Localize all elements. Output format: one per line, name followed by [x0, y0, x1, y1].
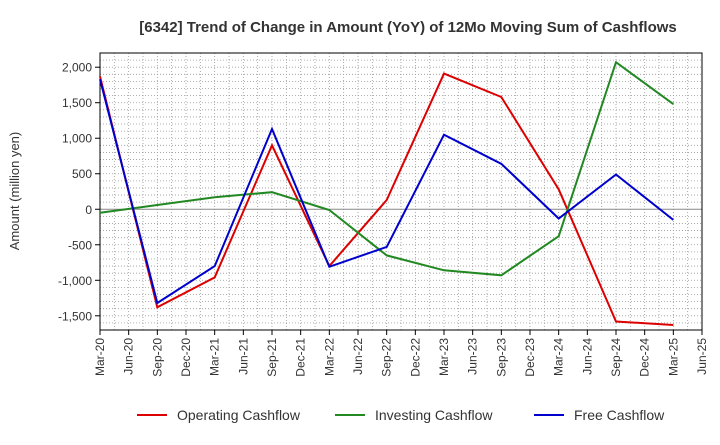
- x-tick-label: Mar-24: [552, 338, 566, 376]
- x-tick-label: Sep-20: [150, 338, 164, 377]
- x-tick-label: Sep-24: [609, 338, 623, 377]
- series-line-investing-cashflow: [99, 60, 674, 277]
- x-tick-label: Jun-23: [466, 338, 480, 375]
- series-line-operating-cashflow: [99, 72, 674, 326]
- chart-title: [6342] Trend of Change in Amount (YoY) o…: [139, 19, 677, 36]
- y-tick-label: 1,000: [62, 132, 92, 146]
- y-tick-label: 1,500: [62, 96, 92, 110]
- x-tick-label: Sep-21: [265, 338, 279, 377]
- x-tick-label: Mar-21: [208, 338, 222, 376]
- legend-label-operating-cashflow: Operating Cashflow: [177, 407, 301, 423]
- axes: -1,500 -1,000 -500 0 500 1,000 1,500 2,000 Mar-2…: [58, 52, 709, 377]
- x-tick-label: Mar-20: [93, 338, 107, 376]
- legend-label-free-cashflow: Free Cashflow: [574, 407, 665, 423]
- x-tick-label: Dec-23: [523, 338, 537, 377]
- x-tick-label: Jun-22: [351, 338, 365, 375]
- x-tick-label: Dec-24: [638, 338, 652, 377]
- x-tick-label: Dec-20: [179, 338, 193, 377]
- x-tick-label: Jun-25: [695, 338, 709, 375]
- x-tick-label: Dec-22: [408, 338, 422, 377]
- x-tick-label: Mar-25: [666, 338, 680, 376]
- y-tick-label: 2,000: [62, 61, 92, 75]
- series-line-free-cashflow: [99, 79, 674, 305]
- legend: Operating Cashflow Investing Cashflow Free…: [137, 407, 665, 423]
- plot-frame: [99, 52, 703, 331]
- legend-label-investing-cashflow: Investing Cashflow: [375, 407, 493, 423]
- x-tick-label: Jun-21: [236, 338, 250, 375]
- x-tick-label: Sep-22: [380, 338, 394, 377]
- x-tick-label: Dec-21: [294, 338, 308, 377]
- x-tick-label: Jun-20: [122, 338, 136, 375]
- grid-lines: [99, 52, 703, 331]
- x-tick-label: Mar-23: [437, 338, 451, 376]
- x-tick-label: Jun-24: [580, 338, 594, 375]
- y-tick-label: -500: [68, 238, 92, 252]
- series-lines: [99, 60, 674, 326]
- x-tick-label: Mar-22: [322, 338, 336, 376]
- y-tick-label: -1,000: [58, 274, 92, 288]
- y-axis-label: Amount (million yen): [7, 132, 22, 251]
- y-tick-label: 500: [72, 167, 92, 181]
- y-tick-label: 0: [85, 203, 92, 217]
- x-tick-label: Sep-23: [494, 338, 508, 377]
- y-tick-label: -1,500: [58, 309, 92, 323]
